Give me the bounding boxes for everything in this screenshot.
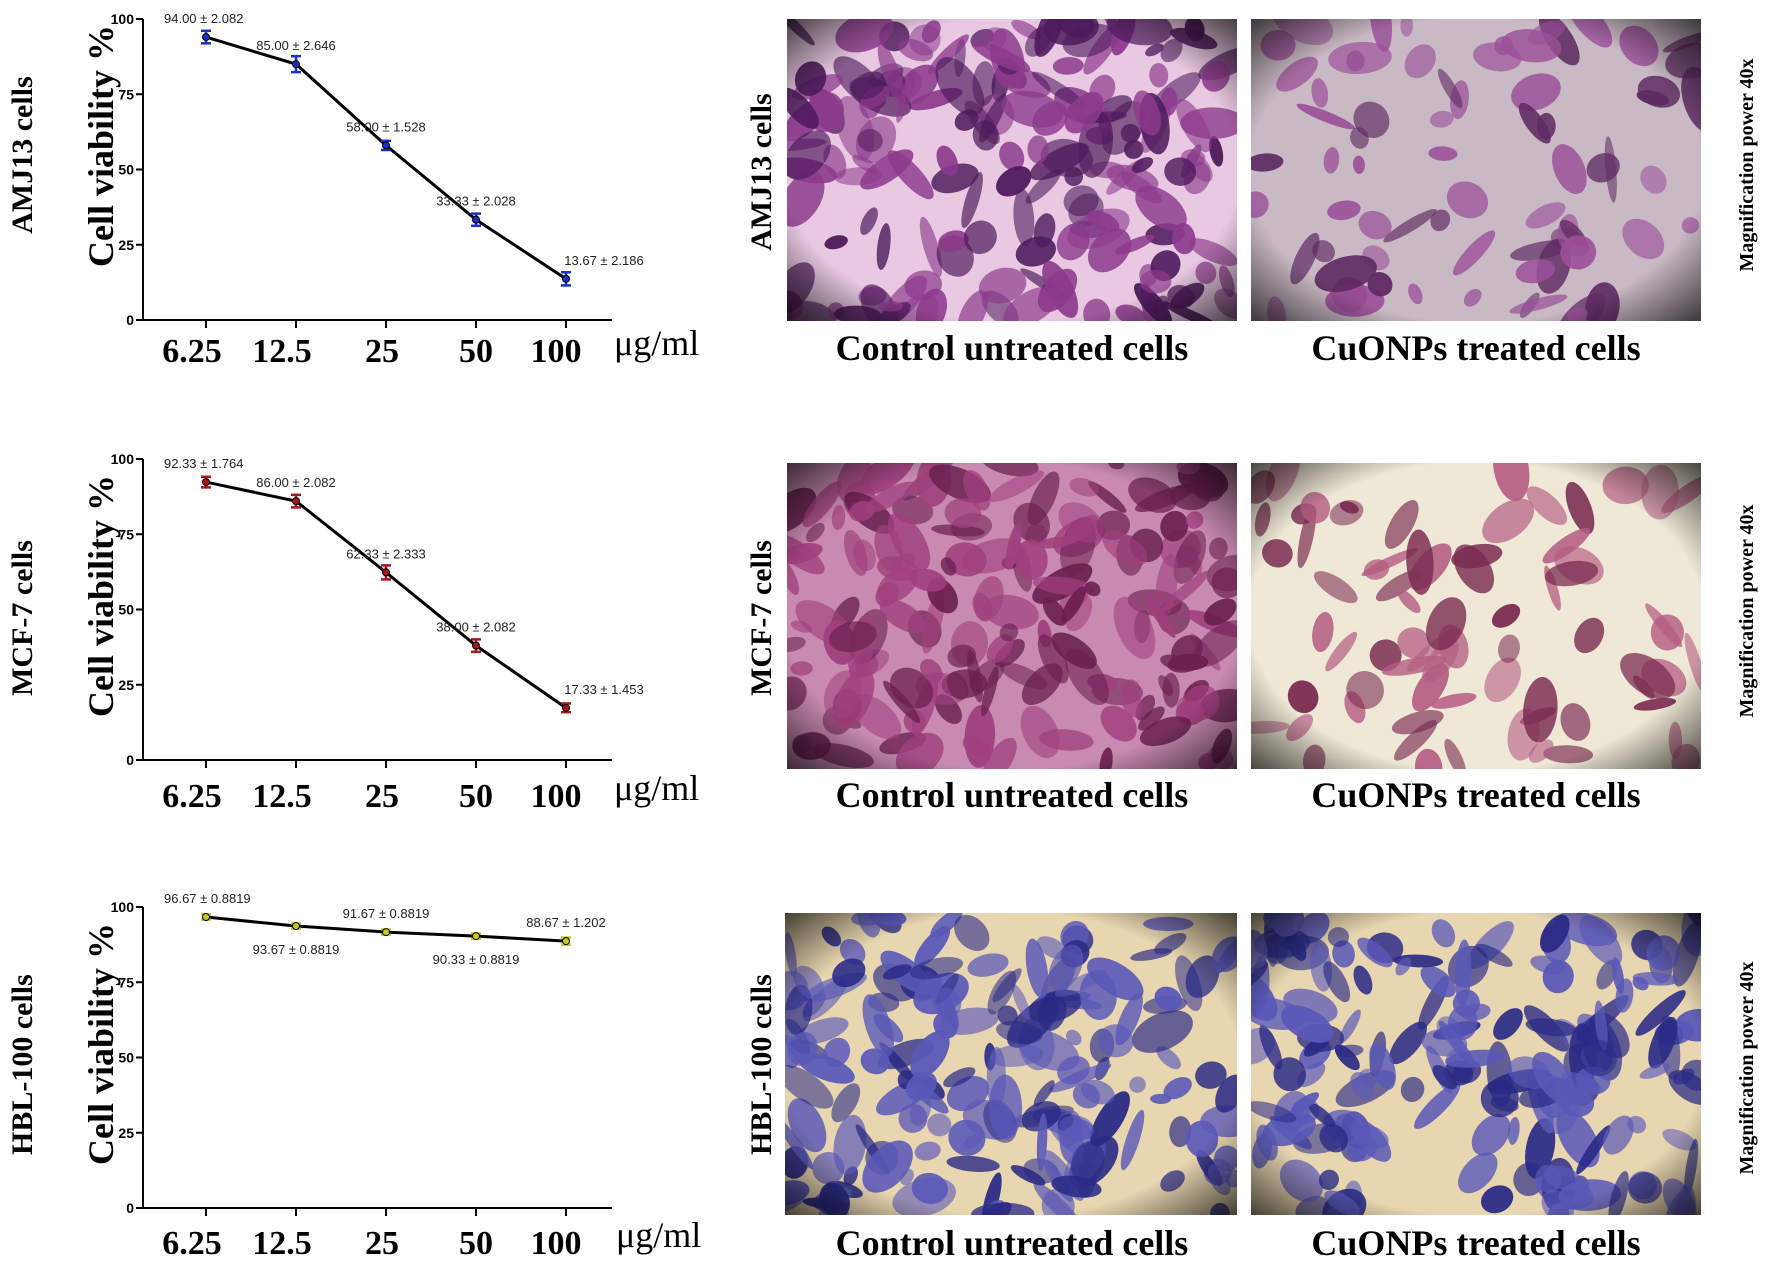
- y-tick-label: 75: [118, 526, 134, 542]
- data-point: [292, 922, 300, 931]
- data-point: [472, 932, 480, 941]
- data-label: 33.33 ± 2.028: [436, 194, 515, 209]
- y-tick-label: 50: [118, 1050, 134, 1066]
- x-tick-label: 6.25: [162, 778, 222, 815]
- row-label-hbl100-micrograph: HBL-100 cells: [745, 974, 778, 1155]
- micrograph-vignette: [787, 19, 1237, 321]
- micrograph-texture: [1251, 913, 1701, 1215]
- x-tick-label: 25: [365, 1225, 399, 1262]
- data-label: 62.33 ± 2.333: [346, 546, 425, 561]
- micrograph-texture: [787, 463, 1237, 769]
- x-tick-label: 100: [530, 1225, 582, 1262]
- data-label: 86.00 ± 2.082: [256, 475, 335, 490]
- y-tick-label: 100: [111, 451, 135, 467]
- x-tick-label: 25: [365, 333, 399, 370]
- y-tick-label: 25: [118, 1125, 134, 1141]
- row-label-amj13-micrograph: AMJ13 cells: [745, 93, 778, 251]
- data-point: [472, 215, 480, 224]
- data-point: [292, 497, 300, 506]
- micrograph-texture: [787, 19, 1237, 321]
- data-point: [472, 641, 480, 650]
- data-point: [292, 60, 300, 69]
- x-tick-label: 100: [530, 333, 582, 370]
- viability-chart-hbl100: 0 25 50 75 100 96.67 ± 0.8819 93.67 ± 0.8819 91…: [111, 891, 612, 1216]
- x-tick-label: 6.25: [162, 333, 222, 370]
- x-tick-label: 25: [365, 778, 399, 815]
- data-label: 94.00 ± 2.082: [164, 11, 243, 26]
- data-point: [382, 141, 390, 150]
- x-tick-label: 50: [459, 333, 493, 370]
- caption-treated: CuONPs treated cells: [1311, 328, 1641, 368]
- magnification-label: Magnification power 40x: [1736, 504, 1758, 718]
- micrograph-texture: [1251, 463, 1701, 769]
- y-tick-label: 75: [118, 974, 134, 990]
- x-tick-label: 50: [459, 1225, 493, 1262]
- micrograph-vignette: [1251, 463, 1701, 769]
- micrograph-hbl100-control: [785, 913, 1237, 1215]
- caption-control: Control untreated cells: [835, 328, 1189, 368]
- data-label: 85.00 ± 2.646: [256, 38, 335, 53]
- magnification-label: Magnification power 40x: [1736, 58, 1758, 272]
- x-tick-label: 12.5: [252, 333, 312, 370]
- data-point: [202, 478, 210, 487]
- magnification-label: Magnification power 40x: [1736, 961, 1758, 1175]
- data-point: [382, 928, 390, 937]
- micrograph-texture: [785, 913, 1237, 1215]
- x-tick-label: 100: [530, 778, 582, 815]
- data-point: [202, 913, 210, 922]
- data-label: 17.33 ± 1.453: [564, 682, 643, 697]
- y-tick-label: 100: [111, 899, 135, 915]
- micrograph-vignette: [785, 913, 1237, 1215]
- y-tick-label: 25: [118, 237, 134, 253]
- x-tick-label: 12.5: [252, 1225, 312, 1262]
- y-tick-label: 50: [118, 602, 134, 618]
- x-unit-label: μg/ml: [616, 1215, 702, 1255]
- viability-chart-amj13: 0 25 50 75 100 94.00 ± 2.082 85.00 ± 2.646 58.0…: [111, 11, 644, 328]
- x-unit-label: μg/ml: [614, 768, 700, 808]
- data-label: 90.33 ± 0.8819: [433, 952, 520, 967]
- y-tick-label: 0: [126, 312, 134, 328]
- micrograph-texture: [1251, 19, 1701, 321]
- micrograph-hbl100-treated: [1251, 913, 1701, 1215]
- viability-chart-mcf7: 0 25 50 75 100 92.33 ± 1.764 86.00 ± 2.082 62.3…: [111, 451, 644, 768]
- x-tick-label: 6.25: [162, 1225, 222, 1262]
- x-tick-label: 50: [459, 778, 493, 815]
- data-label: 96.67 ± 0.8819: [164, 891, 251, 906]
- data-point: [562, 274, 570, 283]
- data-point: [382, 568, 390, 577]
- row-label-mcf7-micrograph: MCF-7 cells: [745, 540, 778, 696]
- micrograph-amj13-control: [787, 19, 1237, 321]
- micrograph-vignette: [787, 463, 1237, 769]
- data-label: 58.00 ± 1.528: [346, 119, 425, 134]
- data-point: [562, 937, 570, 946]
- x-tick-label: 12.5: [252, 778, 312, 815]
- y-tick-label: 0: [126, 752, 134, 768]
- caption-control: Control untreated cells: [835, 775, 1189, 815]
- data-point: [562, 703, 570, 712]
- caption-control: Control untreated cells: [835, 1223, 1189, 1263]
- micrograph-mcf7-control: [787, 463, 1237, 769]
- x-unit-label: μg/ml: [614, 323, 700, 363]
- caption-treated: CuONPs treated cells: [1311, 775, 1641, 815]
- y-tick-label: 75: [118, 86, 134, 102]
- data-label: 13.67 ± 2.186: [564, 253, 643, 268]
- data-label: 93.67 ± 0.8819: [253, 942, 340, 957]
- data-label: 38.00 ± 2.082: [436, 620, 515, 635]
- y-tick-label: 100: [111, 11, 135, 27]
- data-label: 92.33 ± 1.764: [164, 456, 243, 471]
- data-label: 91.67 ± 0.8819: [343, 906, 430, 921]
- caption-treated: CuONPs treated cells: [1311, 1223, 1641, 1263]
- y-tick-label: 0: [126, 1200, 134, 1216]
- micrograph-amj13-treated: [1251, 19, 1701, 321]
- micrograph-vignette: [1251, 913, 1701, 1215]
- data-point: [202, 33, 210, 42]
- y-tick-label: 50: [118, 162, 134, 178]
- micrograph-mcf7-treated: [1251, 463, 1701, 769]
- data-label: 88.67 ± 1.202: [526, 915, 605, 930]
- micrograph-vignette: [1251, 19, 1701, 321]
- y-tick-label: 25: [118, 677, 134, 693]
